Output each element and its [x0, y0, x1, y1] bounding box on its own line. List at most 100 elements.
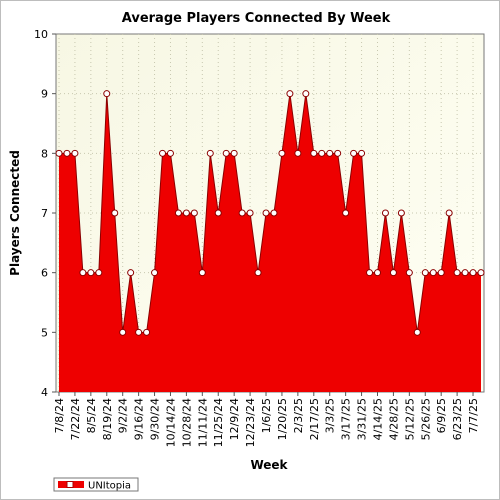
legend-label: UNItopia	[88, 481, 131, 492]
data-point	[445, 209, 453, 217]
data-point	[127, 269, 135, 277]
data-point	[334, 149, 342, 157]
series-area-fill	[59, 93, 481, 393]
y-tick-label: 9	[41, 88, 48, 101]
data-point	[342, 209, 350, 217]
y-tick-label: 6	[41, 267, 48, 280]
x-axis: 7/8/24 7/22/24 8/5/24 8/19/24 9/2/24 9/16/24 9…	[53, 392, 480, 447]
data-point	[55, 149, 63, 157]
data-point	[222, 149, 230, 157]
x-tick-label: 7/22/24	[69, 398, 82, 440]
data-point	[278, 149, 286, 157]
data-point	[286, 90, 294, 98]
y-tick-label: 7	[41, 207, 48, 220]
data-point	[63, 149, 71, 157]
y-axis-label: Players Connected	[8, 150, 22, 276]
data-point	[95, 269, 103, 277]
x-tick-label: 10/28/24	[180, 398, 193, 447]
data-point	[453, 269, 461, 277]
data-point	[302, 90, 310, 98]
data-point	[405, 269, 413, 277]
x-tick-label: 7/8/24	[53, 398, 66, 433]
series-markers	[55, 90, 485, 336]
x-tick-label: 2/17/25	[308, 398, 321, 440]
x-tick-label: 7/7/25	[467, 398, 480, 433]
data-point	[429, 269, 437, 277]
data-point	[151, 269, 159, 277]
data-point	[421, 269, 429, 277]
x-tick-label: 5/26/25	[419, 398, 432, 440]
data-point	[310, 149, 318, 157]
data-point	[166, 149, 174, 157]
data-point	[119, 328, 127, 336]
data-point	[190, 209, 198, 217]
legend-marker	[66, 481, 74, 488]
x-tick-label: 11/25/24	[212, 398, 225, 447]
x-tick-label: 9/16/24	[133, 398, 146, 440]
x-tick-label: 9/30/24	[149, 398, 162, 440]
x-tick-label: 10/14/24	[164, 398, 177, 447]
data-point	[135, 328, 143, 336]
x-tick-label: 12/9/24	[228, 398, 241, 440]
x-tick-label: 9/2/24	[117, 398, 130, 433]
data-point	[143, 328, 151, 336]
x-tick-label: 1/6/25	[260, 398, 273, 433]
data-point	[254, 269, 262, 277]
data-point	[358, 149, 366, 157]
data-point	[294, 149, 302, 157]
x-tick-label: 3/3/25	[324, 398, 337, 433]
data-point	[159, 149, 167, 157]
x-tick-label: 3/17/25	[340, 398, 353, 440]
data-point	[373, 269, 381, 277]
data-point	[79, 269, 87, 277]
x-tick-label: 8/5/24	[85, 398, 98, 433]
data-point	[461, 269, 469, 277]
x-tick-label: 6/23/25	[451, 398, 464, 440]
data-point	[469, 269, 477, 277]
data-point	[350, 149, 358, 157]
data-point	[381, 209, 389, 217]
data-point	[214, 209, 222, 217]
series-line	[59, 93, 481, 333]
data-point	[413, 328, 421, 336]
data-point	[206, 149, 214, 157]
y-tick-label: 5	[41, 326, 48, 339]
data-point	[230, 149, 238, 157]
x-tick-label: 1/20/25	[276, 398, 289, 440]
data-point	[366, 269, 374, 277]
data-point	[87, 269, 95, 277]
data-point	[198, 269, 206, 277]
data-point	[326, 149, 334, 157]
x-tick-label: 4/14/25	[371, 398, 384, 440]
x-tick-label: 3/31/25	[356, 398, 369, 440]
x-tick-label: 12/23/24	[244, 398, 257, 447]
x-axis-label: Week	[250, 458, 288, 472]
data-point	[103, 90, 111, 98]
data-point	[111, 209, 119, 217]
x-tick-label: 11/11/24	[196, 398, 209, 447]
x-tick-label: 8/19/24	[101, 398, 114, 440]
data-point	[397, 209, 405, 217]
chart-title: Average Players Connected By Week	[122, 11, 391, 26]
y-tick-label: 8	[41, 147, 48, 160]
data-point	[246, 209, 254, 217]
y-tick-label: 4	[41, 386, 48, 399]
y-tick-label: 10	[34, 28, 48, 41]
data-point	[389, 269, 397, 277]
data-point	[71, 149, 79, 157]
data-point	[270, 209, 278, 217]
x-tick-label: 6/9/25	[435, 398, 448, 433]
data-point	[262, 209, 270, 217]
data-point	[477, 269, 485, 277]
x-tick-label: 4/28/25	[387, 398, 400, 440]
data-point	[174, 209, 182, 217]
data-point	[437, 269, 445, 277]
data-point	[238, 209, 246, 217]
data-point	[318, 149, 326, 157]
data-point	[182, 209, 190, 217]
y-axis: 4 5 6 7 8 9 10	[34, 28, 56, 399]
series-area	[59, 93, 481, 393]
x-tick-label: 2/3/25	[292, 398, 305, 433]
x-tick-label: 5/12/25	[403, 398, 416, 440]
